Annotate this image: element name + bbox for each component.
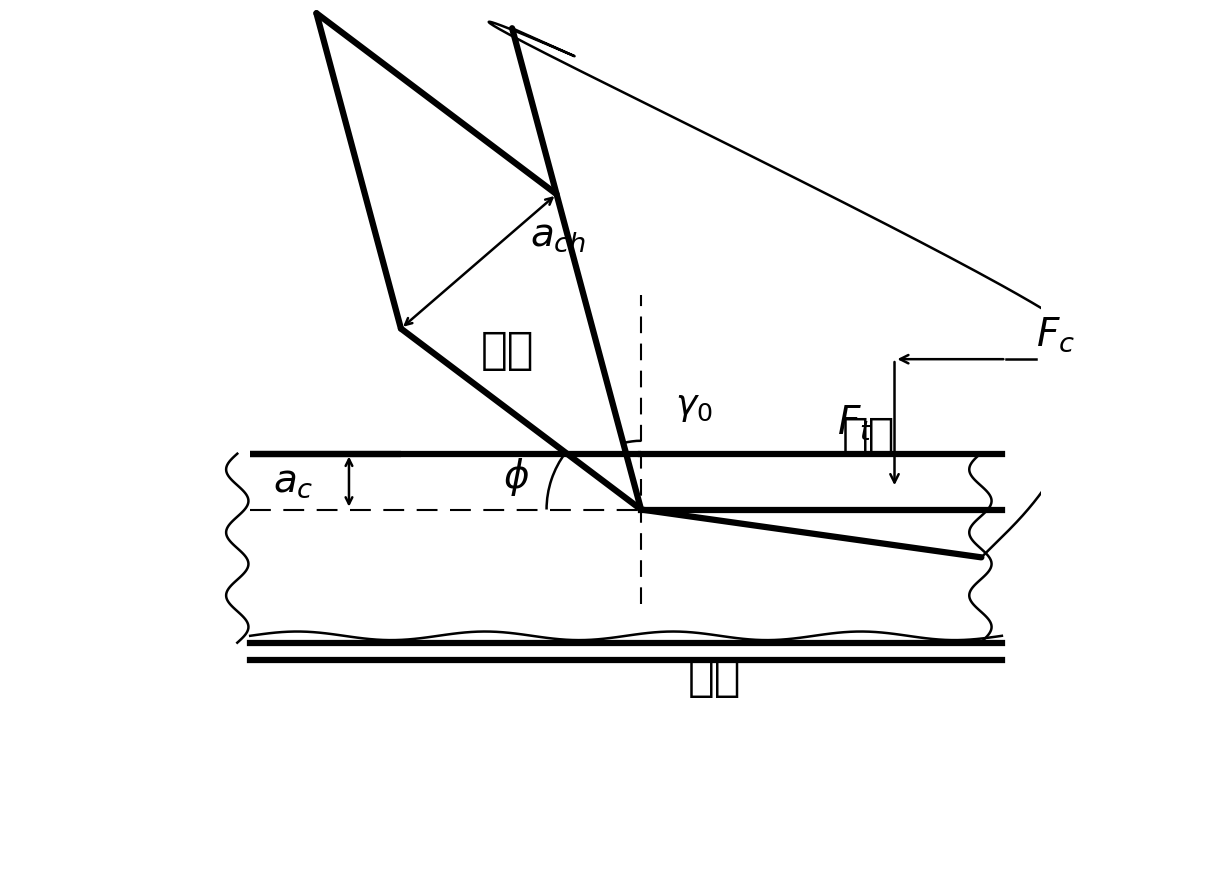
Text: $F_c$: $F_c$ bbox=[1036, 316, 1075, 354]
Text: $F_t$: $F_t$ bbox=[837, 404, 873, 443]
Text: $a_{ch}$: $a_{ch}$ bbox=[530, 217, 587, 254]
Text: $\gamma_0$: $\gamma_0$ bbox=[676, 389, 714, 423]
Text: 切屑: 切屑 bbox=[481, 329, 535, 372]
Text: $a_c$: $a_c$ bbox=[273, 463, 313, 500]
Text: 刀具: 刀具 bbox=[842, 415, 896, 458]
Text: 工件: 工件 bbox=[687, 656, 741, 698]
Text: $\phi$: $\phi$ bbox=[503, 456, 529, 498]
